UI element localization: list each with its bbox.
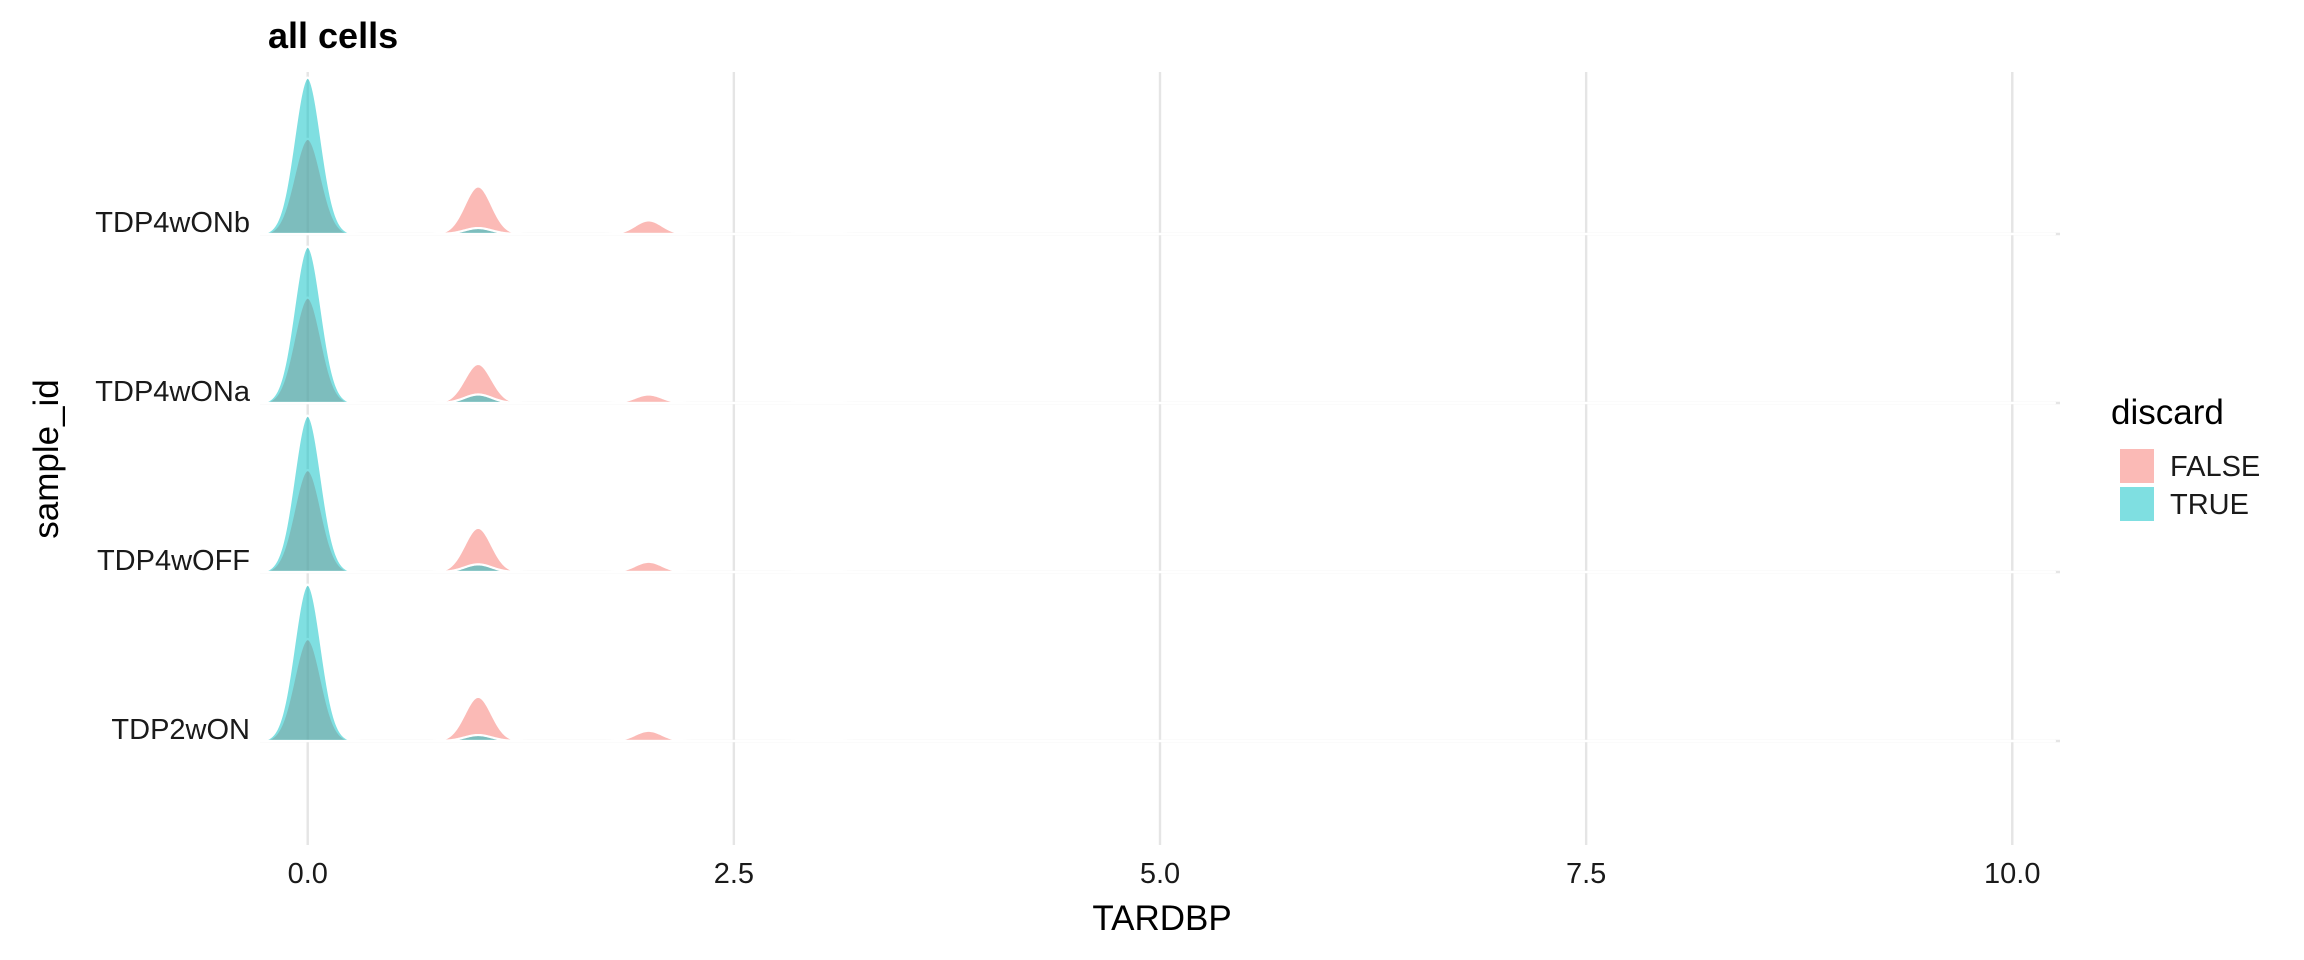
ridge-TDP4wONb [229,76,2056,236]
ridge-area-TDP4wONb-TRUE [229,76,2056,236]
legend-entry-TRUE: TRUE [2120,487,2249,521]
legend-label-FALSE: FALSE [2170,451,2260,483]
chart-title: all cells [268,15,398,56]
x-axis-ticks: 0.0 2.5 5.0 7.5 10.0 [288,858,2041,890]
grid-lines [260,72,2060,845]
ridge-TDP2wON [229,583,2056,743]
ridge-area-TDP4wONa-FALSE [229,296,2056,405]
y-tick-label-2: TDP4wOFF [97,545,250,577]
x-tick-label-2: 5.0 [1140,858,1180,890]
legend: discard FALSE TRUE [2111,393,2260,521]
y-axis-ticks: TDP4wONb TDP4wONa TDP4wOFF TDP2wON [95,207,251,746]
y-axis-title: sample_id [27,379,66,539]
ridge-area-TDP2wON-TRUE [229,583,2056,743]
ridge-TDP4wONa [229,245,2056,405]
y-tick-label-1: TDP4wONa [95,376,251,408]
ridges [229,76,2056,743]
legend-key-TRUE [2120,487,2154,521]
x-tick-label-3: 7.5 [1566,858,1606,890]
legend-key-FALSE [2120,449,2154,483]
ridge-area-TDP4wONa-TRUE [229,245,2056,405]
ridge-area-TDP4wOFF-TRUE [229,414,2056,574]
ridge-area-TDP2wON-FALSE [229,637,2056,743]
x-tick-label-0: 0.0 [288,858,328,890]
ridge-TDP4wOFF [229,414,2056,574]
x-tick-label-1: 2.5 [714,858,754,890]
x-axis-title: TARDBP [1092,899,1231,938]
legend-entry-FALSE: FALSE [2120,449,2260,483]
ridge-area-TDP4wONb-FALSE [229,137,2056,236]
legend-entries: FALSE TRUE [2120,449,2260,521]
y-tick-label-3: TDP2wON [111,714,250,746]
y-tick-label-0: TDP4wONb [95,207,250,239]
ridge-area-TDP4wOFF-FALSE [229,468,2056,574]
legend-title: discard [2111,393,2224,432]
x-tick-label-4: 10.0 [1984,858,2040,890]
legend-label-TRUE: TRUE [2170,489,2249,521]
